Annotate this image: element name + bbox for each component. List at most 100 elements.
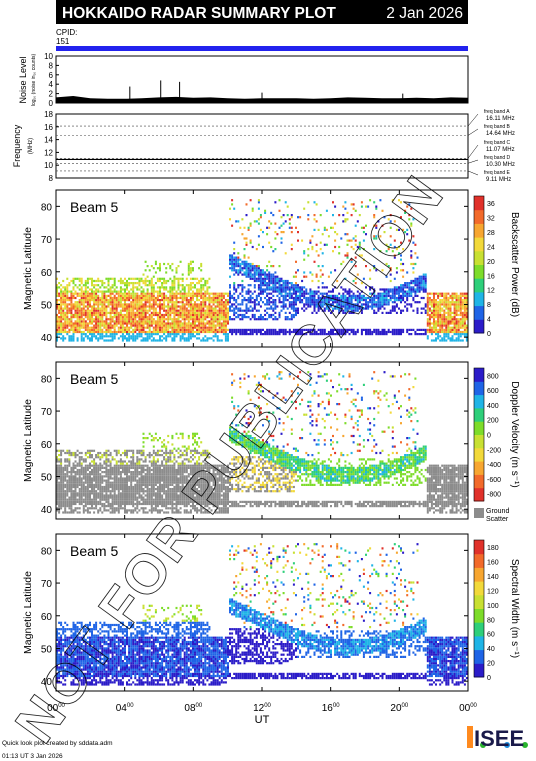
heatmap-cell	[216, 322, 219, 325]
heatmap-cell	[93, 477, 96, 480]
heatmap-cell	[245, 260, 248, 263]
heatmap-cell	[97, 305, 100, 308]
heatmap-cell	[109, 475, 112, 478]
heatmap-cell	[121, 481, 124, 484]
heatmap-cell	[171, 301, 174, 304]
heatmap-cell	[132, 313, 135, 317]
heatmap-cell	[132, 328, 135, 331]
heatmap-cell	[99, 326, 102, 329]
heatmap-cell	[251, 275, 254, 278]
heatmap-cell	[76, 473, 79, 476]
heatmap-cell	[107, 460, 110, 463]
heatmap-cell	[264, 211, 267, 214]
heatmap-cell	[325, 243, 328, 246]
heatmap-cell	[62, 330, 65, 334]
heatmap-cell	[249, 309, 252, 312]
heatmap-cell	[97, 496, 100, 499]
heatmap-cell	[117, 296, 120, 300]
heatmap-cell	[136, 335, 139, 338]
heatmap-cell	[181, 294, 184, 297]
heatmap-cell	[72, 305, 75, 308]
heatmap-cell	[321, 299, 324, 302]
heatmap-cell	[416, 284, 419, 287]
heatmap-cell	[309, 290, 312, 293]
heatmap-cell	[84, 282, 87, 285]
heatmap-cell	[64, 477, 67, 480]
heatmap-cell	[280, 292, 283, 295]
heatmap-cell	[78, 324, 81, 327]
heatmap-cell	[227, 301, 229, 304]
heatmap-cell	[187, 273, 190, 276]
heatmap-cell	[395, 328, 398, 331]
heatmap-cell	[132, 451, 135, 455]
heatmap-cell	[74, 290, 77, 293]
heatmap-cell	[91, 284, 93, 287]
heatmap-cell	[389, 299, 392, 302]
heatmap-cell	[327, 299, 330, 302]
heatmap-cell	[315, 292, 318, 295]
heatmap-cell	[227, 333, 229, 336]
heatmap-cell	[278, 226, 281, 229]
heatmap-cell	[60, 458, 63, 461]
heatmap-cell	[121, 468, 124, 472]
heatmap-cell	[78, 479, 81, 482]
heatmap-cell	[356, 296, 359, 300]
heatmap-cell	[315, 311, 318, 314]
heatmap-cell	[358, 307, 361, 310]
heatmap-cell	[121, 318, 124, 321]
heatmap-cell	[455, 322, 458, 325]
heatmap-cell	[95, 507, 98, 510]
heatmap-cell	[179, 311, 182, 314]
heatmap-cell	[286, 205, 289, 208]
heatmap-cell	[268, 296, 271, 300]
heatmap-cell	[124, 477, 126, 480]
heatmap-cell	[465, 328, 468, 331]
heatmap-cell	[72, 481, 75, 484]
heatmap-cell	[447, 303, 450, 306]
heatmap-cell	[128, 318, 131, 321]
heatmap-cell	[109, 462, 112, 465]
heatmap-cell	[126, 498, 128, 501]
heatmap-cell	[117, 328, 120, 331]
heatmap-cell	[251, 328, 254, 331]
heatmap-cell	[202, 322, 205, 325]
heatmap-cell	[89, 466, 91, 469]
heatmap-cell	[134, 507, 137, 510]
heatmap-cell	[224, 311, 227, 314]
heatmap-cell	[381, 224, 384, 227]
heatmap-cell	[243, 309, 246, 312]
heatmap-cell	[206, 292, 209, 295]
heatmap-cell	[360, 205, 363, 208]
heatmap-cell	[385, 250, 388, 253]
heatmap-cell	[354, 256, 357, 259]
heatmap-cell	[64, 294, 67, 297]
heatmap-cell	[222, 318, 225, 321]
heatmap-cell	[453, 313, 456, 317]
heatmap-cell	[177, 282, 180, 285]
heatmap-cell	[60, 292, 63, 295]
heatmap-cell	[68, 475, 71, 478]
heatmap-cell	[173, 284, 176, 287]
heatmap-cell	[189, 318, 192, 321]
heatmap-cell	[115, 479, 118, 482]
heatmap-cell	[134, 479, 137, 482]
heatmap-cell	[66, 296, 69, 300]
heatmap-cell	[338, 307, 341, 310]
heatmap-cell	[453, 309, 456, 312]
heatmap-cell	[68, 328, 71, 331]
heatmap-cell	[66, 318, 69, 321]
heatmap-cell	[150, 288, 153, 291]
heatmap-cell	[183, 307, 186, 310]
heatmap-cell	[167, 326, 170, 329]
heatmap-cell	[56, 301, 58, 304]
heatmap-cell	[373, 294, 376, 297]
heatmap-cell	[218, 309, 221, 312]
heatmap-cell	[132, 490, 135, 493]
heatmap-cell	[80, 294, 83, 297]
heatmap-cell	[379, 294, 382, 297]
heatmap-cell	[74, 296, 77, 300]
heatmap-cell	[416, 301, 419, 304]
heatmap-cell	[66, 303, 69, 306]
heatmap-cell	[72, 279, 75, 283]
heatmap-cell	[447, 305, 450, 308]
